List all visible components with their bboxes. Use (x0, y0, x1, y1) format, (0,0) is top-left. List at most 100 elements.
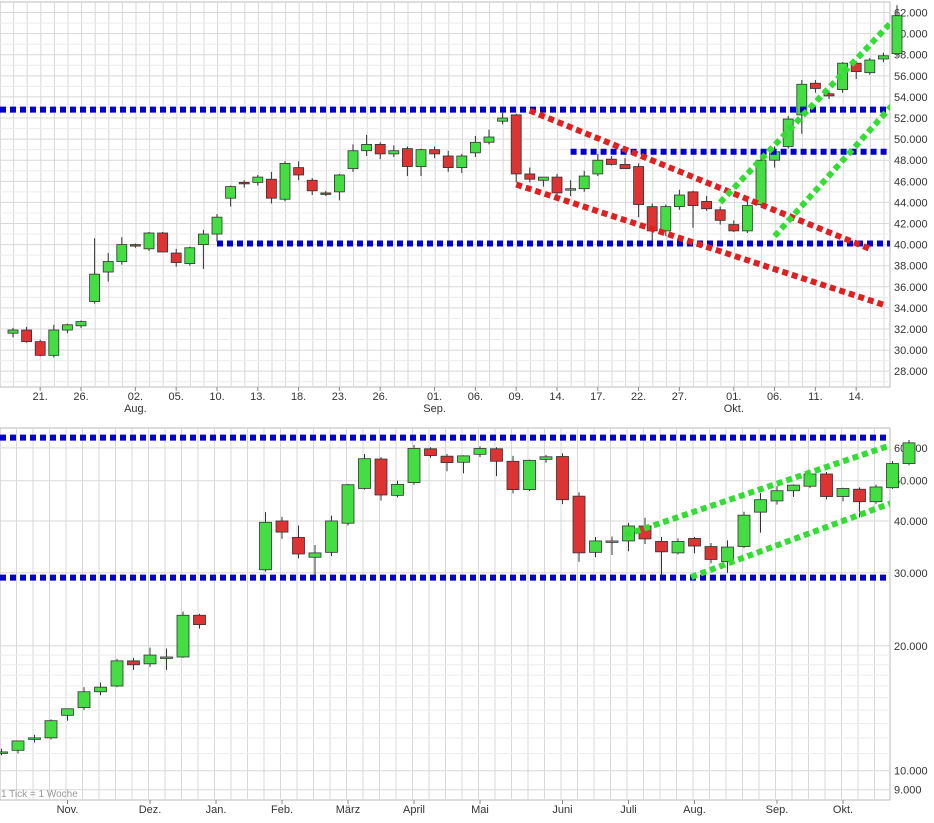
candle-body (823, 93, 835, 97)
candle-body (391, 483, 404, 496)
plot-area (0, 1, 891, 388)
trend-line (528, 107, 871, 252)
candle-up (341, 484, 355, 526)
candle-body (728, 224, 740, 232)
candle-up (483, 129, 495, 145)
candle-down (442, 150, 454, 172)
candle-body (7, 329, 19, 334)
candle-up (565, 180, 576, 197)
candle-body (184, 247, 196, 264)
candle-body (102, 261, 114, 273)
candles (0, 439, 916, 756)
y-tick-label: 38.000 (894, 261, 928, 273)
y-tick-label: 30.000 (894, 568, 928, 580)
candle-up (589, 536, 602, 558)
trend-line (515, 181, 885, 308)
candle-body (61, 708, 74, 716)
candle-up (456, 153, 468, 173)
candle-body (714, 209, 726, 221)
y-tick-label: 40.000 (894, 240, 928, 252)
candle-down (701, 196, 712, 211)
trend-line (772, 103, 890, 239)
candle-down (34, 339, 46, 357)
y-tick-label: 50.000 (894, 476, 928, 488)
candle-body (293, 167, 305, 176)
candle-down (306, 178, 318, 196)
candle-body (333, 174, 345, 193)
candle-body (197, 233, 209, 246)
candle-up (660, 204, 672, 237)
x-tick-label: Mai (471, 804, 489, 816)
candle-up (891, 5, 903, 57)
candle-down (170, 248, 182, 267)
candle-up (333, 173, 345, 201)
candle-down (506, 455, 520, 494)
candle-body (308, 552, 322, 558)
candle-body (75, 321, 87, 327)
candle-down (524, 167, 536, 183)
candle-down (728, 220, 740, 232)
y-tick-label: 60.000 (894, 29, 928, 41)
candle-down (688, 536, 701, 554)
trend-line (718, 19, 890, 205)
candle-body (143, 232, 155, 250)
candle-up (787, 484, 800, 497)
candle-up (347, 144, 359, 172)
candle-body (225, 186, 237, 199)
x-tick-label: Dez. (139, 804, 162, 816)
candle-up (308, 544, 322, 578)
candle-body (275, 520, 289, 533)
x-tick-label: 13. (250, 391, 265, 403)
y-tick-label: 46.000 (894, 176, 928, 188)
candle-body (687, 191, 699, 206)
candle-body (538, 176, 549, 181)
candles (7, 5, 903, 358)
candle-body (388, 150, 400, 155)
candle-up (325, 515, 338, 557)
candle-body (787, 484, 800, 492)
candle-body (259, 521, 272, 571)
candle-up (869, 484, 883, 504)
candle-body (176, 614, 190, 658)
candle-up (110, 658, 124, 688)
candle-up (184, 246, 196, 266)
candle-up (116, 237, 128, 265)
candle-down (401, 146, 413, 177)
y-tick-label: 42.000 (894, 219, 928, 231)
candle-body (401, 148, 413, 167)
candle-up (674, 189, 685, 210)
y-tick-label: 28.000 (894, 366, 928, 378)
candle-up (473, 446, 487, 458)
candle-up (102, 253, 114, 282)
candle-body (721, 546, 734, 563)
x-tick-label: 06. (767, 391, 782, 403)
candle-up (886, 460, 899, 489)
candle-up (742, 200, 753, 233)
trend-lines (515, 19, 890, 308)
x-tick-label: 18. (291, 391, 306, 403)
candle-body (660, 206, 672, 232)
candle-up (457, 455, 470, 474)
candle-down (320, 190, 332, 197)
x-tick-label: Feb. (271, 804, 293, 816)
candle-up (592, 153, 604, 177)
candle-body (440, 455, 454, 463)
candle-up (902, 439, 916, 466)
candle-body (62, 324, 73, 331)
candle-down (490, 447, 503, 477)
x-tick-label: Aug. (683, 804, 706, 816)
y-tick-label: 10.000 (894, 766, 928, 778)
candle-body (864, 59, 876, 74)
x-tick-label: 26. (373, 391, 388, 403)
vertical-grid (13, 2, 885, 387)
candle-body (424, 448, 437, 456)
y-tick-label: 36.000 (894, 282, 928, 294)
y-tick-label: 44.000 (894, 197, 928, 209)
candle-body (358, 458, 371, 489)
candle-down (556, 453, 569, 505)
candle-body (457, 455, 470, 463)
candle-body (44, 720, 58, 739)
candle-up (361, 134, 373, 156)
candle-body (415, 149, 427, 167)
candle-down (606, 156, 617, 166)
